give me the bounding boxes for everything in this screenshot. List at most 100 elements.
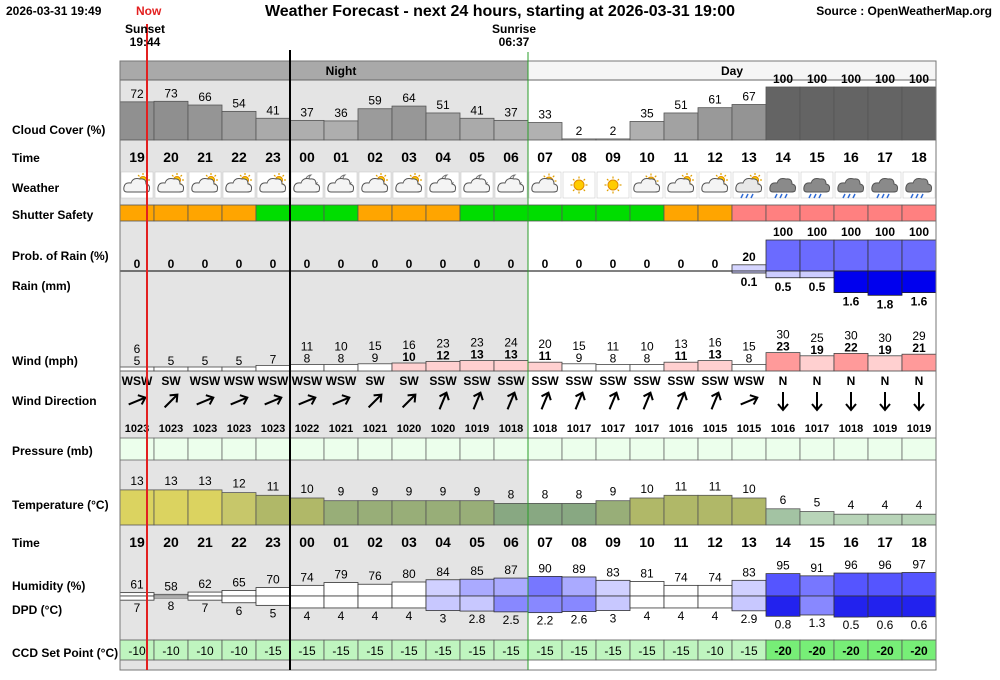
row-label-rain-probability: Prob. of Rain (%) <box>12 249 109 263</box>
pressure-value: 1023 <box>261 423 285 435</box>
temperature-value: 10 <box>300 482 314 496</box>
time-label-bottom: 08 <box>571 534 587 550</box>
wind-arrow-icon <box>332 394 351 406</box>
humidity-bar <box>493 577 529 597</box>
rain-amount-bar <box>731 270 767 274</box>
cloud-bar <box>697 107 733 141</box>
rain-drop <box>779 193 783 199</box>
humidity-value: 79 <box>334 568 348 582</box>
rain-probability-value: 0 <box>678 257 685 271</box>
rain-amount-value: 0.5 <box>775 280 792 294</box>
cloud-bar <box>833 86 869 141</box>
pressure-cell <box>221 437 257 461</box>
day-label: Day <box>721 64 743 78</box>
ccd-set-point-value: -15 <box>740 644 758 658</box>
wind-arrow-icon <box>163 393 179 409</box>
wind-gust-value: 30 <box>878 331 892 345</box>
rain-amount-bar <box>765 270 801 279</box>
ccd-set-point-value: -20 <box>808 644 826 658</box>
wind-arrow-shaft <box>608 392 618 410</box>
sun-ray <box>617 178 620 181</box>
dpd-value: 4 <box>338 609 345 623</box>
row-label-ccd-set-point: CCD Set Point (°C) <box>12 646 119 660</box>
ccd-set-point-value: -15 <box>332 644 350 658</box>
sun-ray <box>248 174 251 177</box>
wind-speed-value: 9 <box>576 351 583 365</box>
temperature-value: 8 <box>576 487 583 501</box>
wind-gust-value: 15 <box>368 339 382 353</box>
partly-cloudy-icon <box>358 171 392 199</box>
dpd-bar <box>289 595 325 609</box>
temperature-bar <box>323 500 359 526</box>
dpd-value: 6 <box>236 604 243 618</box>
dpd-bar <box>221 595 257 604</box>
shutter-cell <box>153 204 189 222</box>
pressure-value: 1017 <box>805 423 829 435</box>
temperature-bar <box>425 500 461 526</box>
pressure-value: 1016 <box>771 423 795 435</box>
wind-arrow-icon <box>264 394 283 406</box>
ccd-set-point-value: -15 <box>400 644 418 658</box>
rain-drop <box>852 193 856 199</box>
wind-gust-value: 15 <box>742 340 756 354</box>
ccd-set-point-value: -20 <box>774 644 792 658</box>
time-label-bottom: 10 <box>639 534 655 550</box>
rain-drop <box>774 193 778 199</box>
rain-amount-value: 1.8 <box>877 297 894 311</box>
wind-direction-label: WSW <box>734 374 765 388</box>
cloud-bar <box>391 105 427 141</box>
cloud-bar <box>153 100 189 141</box>
wind-arrow-shaft <box>196 396 214 406</box>
sun-ray <box>758 174 761 177</box>
rain-probability-value: 0 <box>542 257 549 271</box>
pressure-cell <box>119 437 155 461</box>
cloud-value: 67 <box>742 89 756 103</box>
cloud-value: 41 <box>266 103 280 117</box>
wind-speed-value: 7 <box>270 352 277 366</box>
wind-arrow-icon <box>811 392 823 412</box>
time-label: 00 <box>299 149 315 165</box>
temperature-bar <box>867 513 903 526</box>
rain-icon <box>834 171 868 199</box>
wind-gust-value: 11 <box>607 340 620 354</box>
wind-gust-value: 23 <box>436 336 450 350</box>
rain-probability-bar <box>731 264 767 272</box>
temperature-value: 11 <box>709 479 722 493</box>
humidity-bar <box>731 579 767 597</box>
time-label-bottom: 15 <box>809 534 825 550</box>
temperature-bar <box>289 497 325 526</box>
rain-amount-bar <box>867 270 903 296</box>
sun-ray <box>375 174 378 177</box>
wind-arrow-icon <box>540 391 552 410</box>
wind-gust-value: 6 <box>134 342 141 356</box>
wind-bar <box>527 361 563 372</box>
wind-speed-value: 8 <box>644 352 651 366</box>
wind-arrow-head <box>677 391 688 401</box>
wind-bar <box>765 352 801 372</box>
rain-probability-bar <box>833 239 869 272</box>
cloud-bar <box>561 138 597 141</box>
night-partly-cloudy-icon <box>290 171 324 199</box>
humidity-bar <box>221 590 257 597</box>
humidity-bar <box>833 572 869 597</box>
rain-probability-value: 0 <box>304 257 311 271</box>
sun-behind-cloud-icon <box>630 171 664 199</box>
pressure-value: 1018 <box>499 423 523 435</box>
ccd-set-point-value: -15 <box>298 644 316 658</box>
sunrise-time: 06:37 <box>498 35 530 49</box>
humidity-bar <box>289 584 325 597</box>
cloud-shape <box>123 178 151 193</box>
cloud-shape <box>327 178 355 193</box>
wind-arrow-icon <box>506 391 518 410</box>
cloud-value: 100 <box>841 72 861 86</box>
wind-arrow-shaft <box>367 393 383 409</box>
sunset-marker: Sunset 19:44 <box>115 23 175 49</box>
cloud-shape <box>395 178 423 193</box>
sunrise-marker: Sunrise 06:37 <box>484 23 544 49</box>
cloud-shape <box>701 178 729 193</box>
sunrise-label: Sunrise <box>491 22 536 36</box>
temperature-value: 8 <box>508 487 515 501</box>
dpd-bar <box>731 595 767 612</box>
pressure-value: 1015 <box>703 423 727 435</box>
dpd-value: 7 <box>202 601 209 615</box>
